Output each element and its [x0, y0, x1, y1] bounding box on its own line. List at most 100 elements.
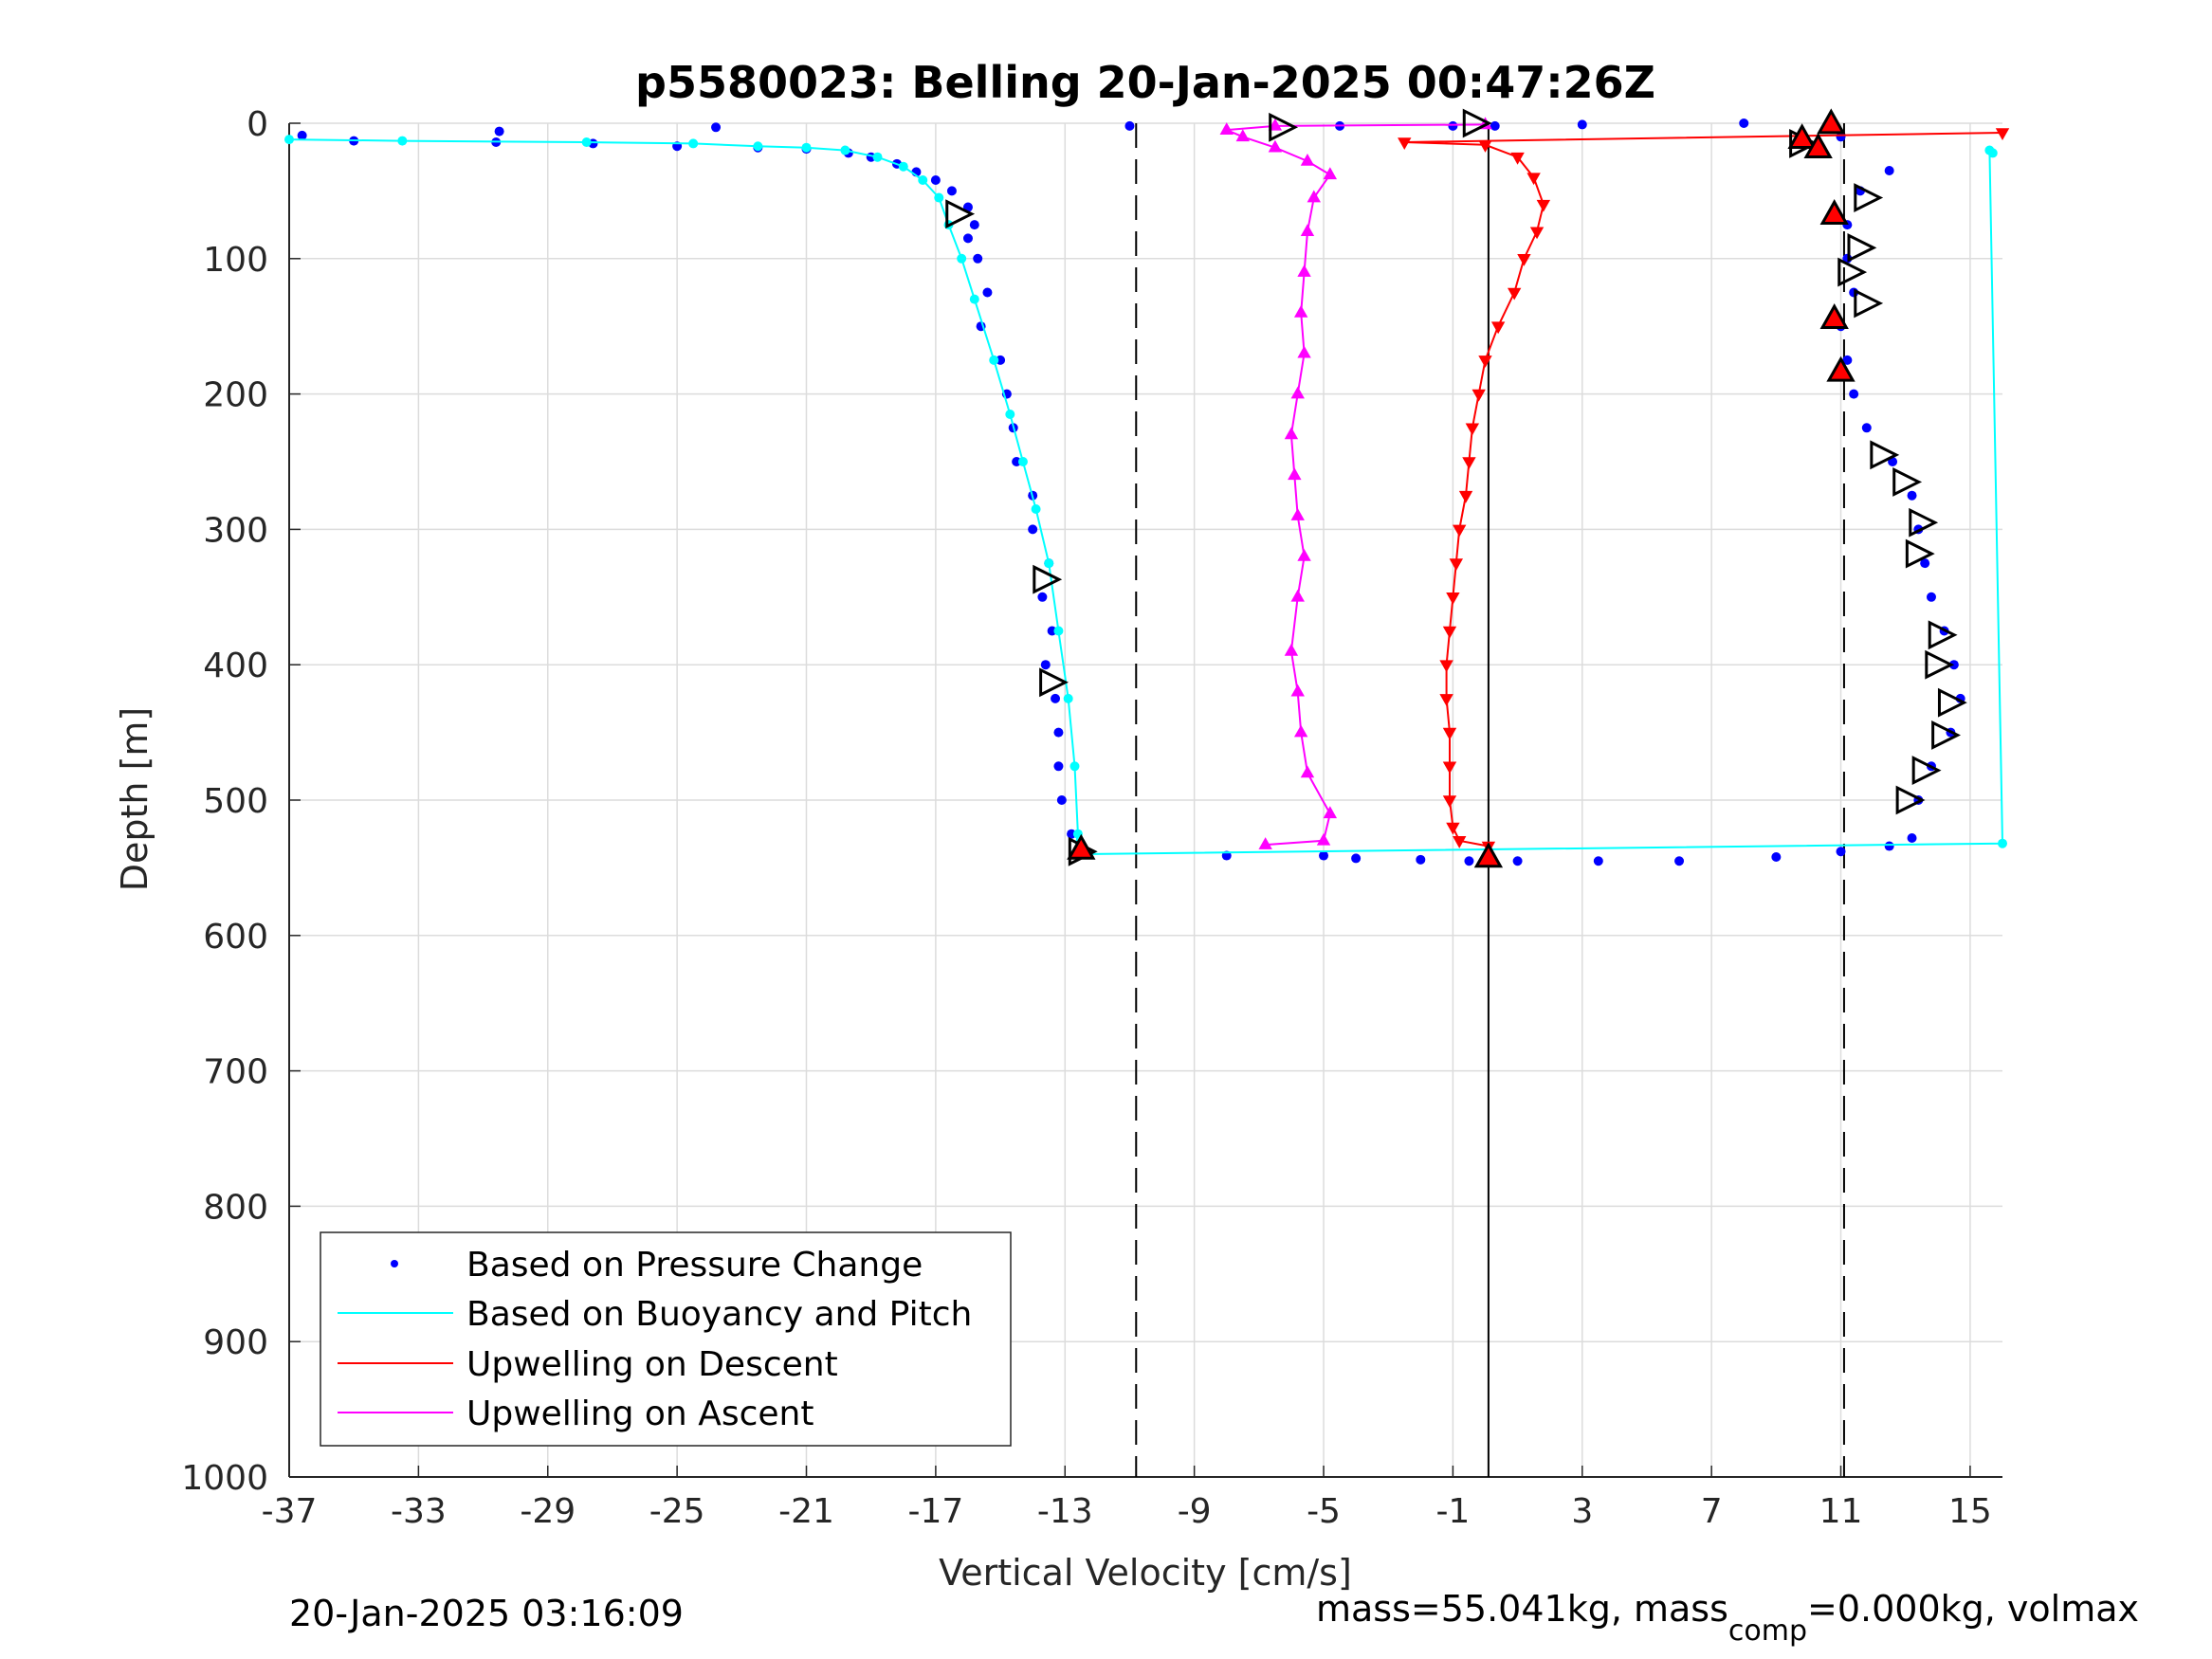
- x-tick-label: -5: [1307, 1492, 1341, 1531]
- x-tick-label: 3: [1571, 1492, 1593, 1531]
- descent-data-point: [1490, 321, 1506, 335]
- y-tick-label: 0: [247, 105, 268, 144]
- descent-data-point: [1465, 423, 1480, 436]
- pressure-data-point: [1053, 761, 1064, 772]
- open-triangle-marker: [1931, 720, 1961, 750]
- descent-data-point: [1442, 761, 1457, 775]
- pressure-data-point: [1926, 592, 1936, 602]
- buoyancy-data-point: [969, 294, 979, 304]
- descent-data-point: [1442, 626, 1457, 639]
- descent-data-point: [1517, 254, 1531, 266]
- open-triangle-marker: [1895, 785, 1926, 815]
- pressure-data-point: [1051, 693, 1061, 703]
- y-tick-label: 900: [203, 1323, 268, 1362]
- footer-mass-prefix: mass=55.041kg, mass: [1316, 1588, 1728, 1630]
- ascent-data-point: [1219, 122, 1234, 135]
- footer-mass-subscript: comp: [1728, 1614, 1807, 1648]
- open-triangle-marker: [1854, 183, 1884, 212]
- ascent-data-point: [1235, 129, 1250, 142]
- pressure-data-point: [1351, 853, 1362, 864]
- descent-data-point: [1536, 199, 1551, 212]
- buoyancy-data-point: [989, 355, 999, 365]
- pressure-data-point: [1464, 856, 1474, 866]
- ascent-data-point: [1258, 837, 1272, 849]
- ascent-data-point: [1268, 139, 1283, 153]
- descent-data-point: [1462, 457, 1476, 469]
- pressure-data-point: [1056, 795, 1067, 805]
- ascent-data-point: [1323, 167, 1338, 180]
- x-tick-label: -13: [1037, 1492, 1093, 1531]
- buoyancy-data-point: [581, 137, 592, 147]
- descent-data-point: [1446, 822, 1460, 835]
- red-triangle-marker: [1473, 842, 1504, 868]
- ascent-data-point: [1290, 508, 1305, 520]
- pressure-data-point: [1512, 856, 1523, 866]
- descent-data-point: [1995, 128, 2010, 140]
- pressure-data-point: [946, 186, 957, 196]
- x-tick-label: -17: [907, 1492, 963, 1531]
- open-triangle-marker: [1937, 687, 1967, 718]
- ascent-data-point: [1290, 386, 1305, 399]
- pressure-data-point: [1040, 660, 1051, 670]
- descent-data-point: [1507, 287, 1522, 301]
- descent-data-point: [1472, 389, 1486, 402]
- buoyancy-data-point: [872, 152, 883, 162]
- pressure-data-point: [1884, 841, 1894, 851]
- chart-title: p5580023: Belling 20-Jan-2025 00:47:26Z: [635, 57, 1655, 108]
- y-axis-label: Depth [m]: [114, 707, 155, 892]
- pressure-data-point: [1448, 120, 1458, 131]
- open-triangle-marker: [1892, 466, 1923, 497]
- ascent-data-point: [1297, 264, 1311, 277]
- descent-data-point: [1453, 524, 1467, 538]
- pressure-data-point: [494, 126, 504, 137]
- descent-data-point: [1398, 137, 1412, 150]
- open-triangle-marker: [1847, 232, 1877, 263]
- descent-data-point: [1526, 173, 1541, 186]
- buoyancy-data-point: [1044, 558, 1054, 569]
- buoyancy-data-point: [1998, 838, 2007, 848]
- event-markers: [945, 108, 1967, 868]
- open-triangle-marker: [1909, 507, 1939, 538]
- descent-data-point: [1446, 592, 1460, 605]
- open-triangle-marker: [1033, 564, 1063, 594]
- pressure-data-point: [1842, 355, 1853, 365]
- open-triangle-marker: [1928, 620, 1958, 650]
- legend-swatch-pressure: [391, 1260, 398, 1267]
- buoyancy-data-point: [1987, 148, 1998, 158]
- ascent-data-point: [1268, 118, 1283, 131]
- red-triangle-marker: [1819, 303, 1849, 329]
- descent-data-point: [1529, 227, 1545, 240]
- buoyancy-data-point: [688, 138, 699, 149]
- open-triangle-marker: [1837, 257, 1868, 287]
- buoyancy-data-point: [1053, 626, 1064, 636]
- pressure-data-point: [1037, 592, 1048, 602]
- descent-data-point: [1449, 558, 1464, 572]
- pressure-data-point: [1739, 118, 1749, 128]
- pressure-data-point: [1124, 120, 1135, 131]
- pressure-data-point: [1053, 727, 1064, 738]
- y-tick-label: 200: [203, 376, 268, 415]
- pressure-data-point: [1319, 850, 1329, 861]
- open-triangle-marker: [1269, 112, 1299, 142]
- ascent-data-point: [1288, 467, 1302, 481]
- red-triangle-marker: [1803, 133, 1833, 159]
- pressure-data-point: [1920, 558, 1930, 569]
- pressure-data-point: [1836, 847, 1846, 857]
- pressure-data-point: [1884, 165, 1894, 175]
- buoyancy-data-point: [397, 136, 408, 146]
- ascent-data-point: [1293, 304, 1308, 318]
- legend-box: [320, 1231, 1012, 1447]
- red-triangle-marker: [1826, 356, 1856, 382]
- open-triangle-marker: [1870, 440, 1900, 470]
- pressure-data-point: [297, 130, 307, 140]
- open-triangle-marker: [945, 199, 976, 229]
- pressure-data-point: [1907, 490, 1917, 501]
- buoyancy-data-point: [1005, 410, 1015, 420]
- y-tick-label: 1000: [181, 1459, 268, 1498]
- x-tick-label: -33: [391, 1492, 447, 1531]
- legend-label-ascent: Upwelling on Ascent: [466, 1395, 814, 1433]
- buoyancy-data-point: [918, 174, 928, 185]
- ascent-data-point: [1300, 153, 1315, 166]
- x-tick-label: -25: [649, 1492, 705, 1531]
- buoyancy-data-point: [1069, 761, 1080, 772]
